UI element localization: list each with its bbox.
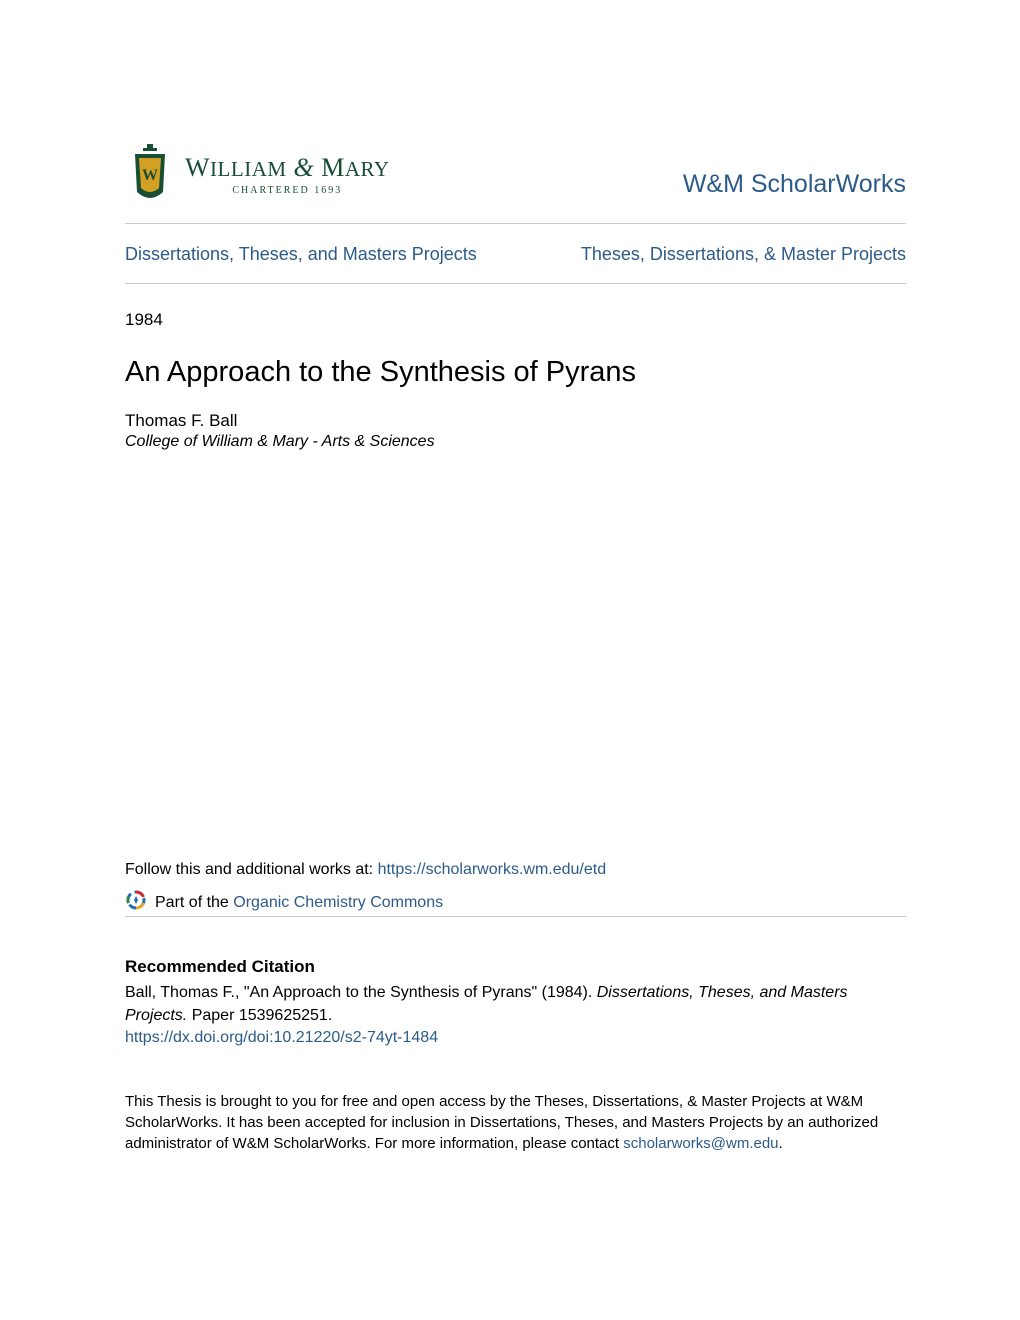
header-row: W WILLIAM & MARY CHARTERED 1693 W&M Scho… — [125, 144, 906, 223]
citation-text-after: Paper 1539625251. — [187, 1007, 332, 1024]
footer-note: This Thesis is brought to you for free a… — [125, 1091, 906, 1154]
crest-icon: W — [125, 144, 175, 205]
citation-body: Ball, Thomas F., "An Approach to the Syn… — [125, 981, 906, 1027]
institution-charter: CHARTERED 1693 — [185, 185, 390, 196]
rule-nav — [125, 283, 906, 284]
contact-email-link[interactable]: scholarworks@wm.edu — [623, 1135, 778, 1152]
follow-link[interactable]: https://scholarworks.wm.edu/etd — [378, 861, 607, 878]
follow-prefix: Follow this and additional works at: — [125, 861, 378, 878]
commons-row: Part of the Organic Chemistry Commons — [125, 889, 906, 916]
author-name: Thomas F. Ball — [125, 411, 906, 431]
publication-year: 1984 — [125, 310, 906, 330]
commons-prefix: Part of the — [155, 894, 233, 911]
rule-commons — [125, 916, 906, 917]
commons-link[interactable]: Organic Chemistry Commons — [233, 894, 443, 911]
citation-heading: Recommended Citation — [125, 957, 906, 977]
follow-block: Follow this and additional works at: htt… — [125, 861, 906, 879]
footer-text-after: . — [779, 1135, 783, 1152]
svg-text:W: W — [142, 167, 158, 184]
network-icon — [125, 889, 147, 916]
citation-section: Recommended Citation Ball, Thomas F., "A… — [125, 941, 906, 1047]
institution-logo: W WILLIAM & MARY CHARTERED 1693 — [125, 144, 390, 205]
doi-link[interactable]: https://dx.doi.org/doi:10.21220/s2-74yt-… — [125, 1029, 906, 1047]
logo-text: WILLIAM & MARY CHARTERED 1693 — [185, 153, 390, 196]
spacer — [125, 451, 906, 861]
citation-text-before: Ball, Thomas F., "An Approach to the Syn… — [125, 984, 597, 1001]
collection-link[interactable]: Dissertations, Theses, and Masters Proje… — [125, 244, 477, 265]
institution-name: WILLIAM & MARY — [185, 153, 390, 183]
breadcrumb-nav: Dissertations, Theses, and Masters Proje… — [125, 224, 906, 283]
document-title: An Approach to the Synthesis of Pyrans — [125, 356, 906, 389]
series-link[interactable]: Theses, Dissertations, & Master Projects — [581, 244, 906, 265]
repository-name-link[interactable]: W&M ScholarWorks — [683, 170, 906, 205]
commons-text: Part of the Organic Chemistry Commons — [155, 894, 443, 912]
author-affiliation: College of William & Mary - Arts & Scien… — [125, 433, 906, 451]
